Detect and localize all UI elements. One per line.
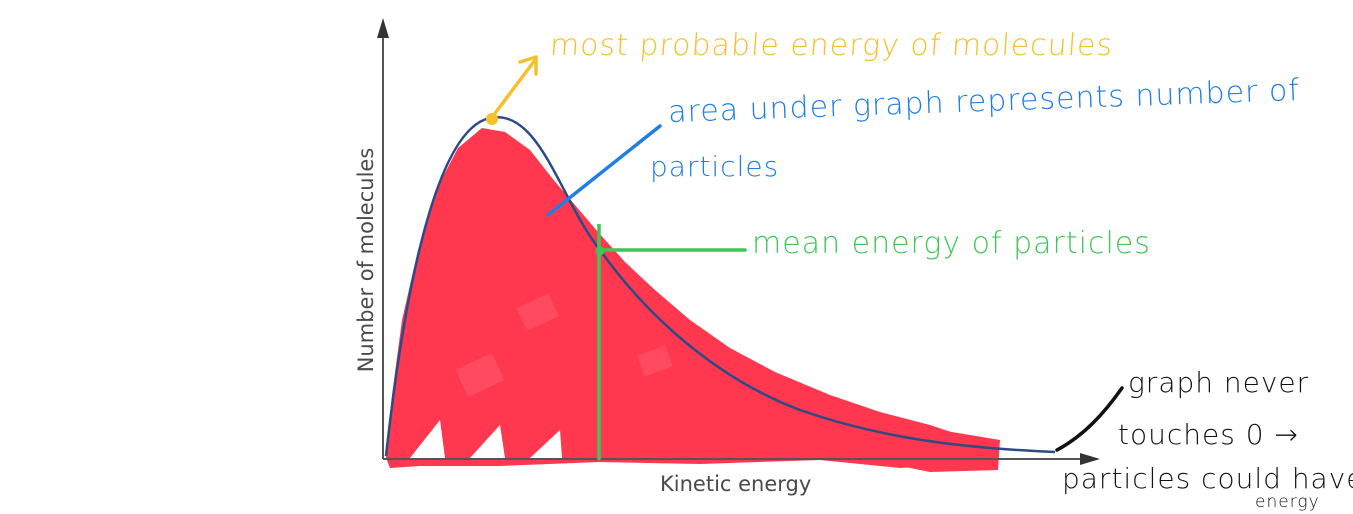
annotation-tail-line2: touches 0 →: [1118, 418, 1299, 451]
annotation-most-probable: most probable energy of molecules: [548, 28, 1115, 63]
most-probable-point: [486, 113, 498, 125]
annotation-tail-line4: energy: [1255, 492, 1320, 512]
area-pointer: [546, 124, 662, 217]
annotation-tail-line1: graph never: [1128, 366, 1310, 399]
annotation-mean-energy: mean energy of particles: [752, 226, 1151, 261]
tail-pointer: [1055, 386, 1124, 452]
axes: [382, 30, 1088, 460]
mean-energy-point: [595, 246, 605, 256]
y-axis-label: Number of molecules: [354, 147, 378, 373]
most-probable-pointer: [491, 58, 537, 118]
shading-gaps: [410, 420, 562, 458]
y-axis-arrow-icon: [377, 18, 389, 38]
annotation-area-line2: particles: [650, 150, 780, 183]
shading-strokes: [455, 293, 673, 398]
x-axis-arrow-icon: [1080, 453, 1100, 465]
x-axis-label: Kinetic energy: [660, 472, 812, 496]
arrow-up-right-icon: [518, 55, 538, 76]
